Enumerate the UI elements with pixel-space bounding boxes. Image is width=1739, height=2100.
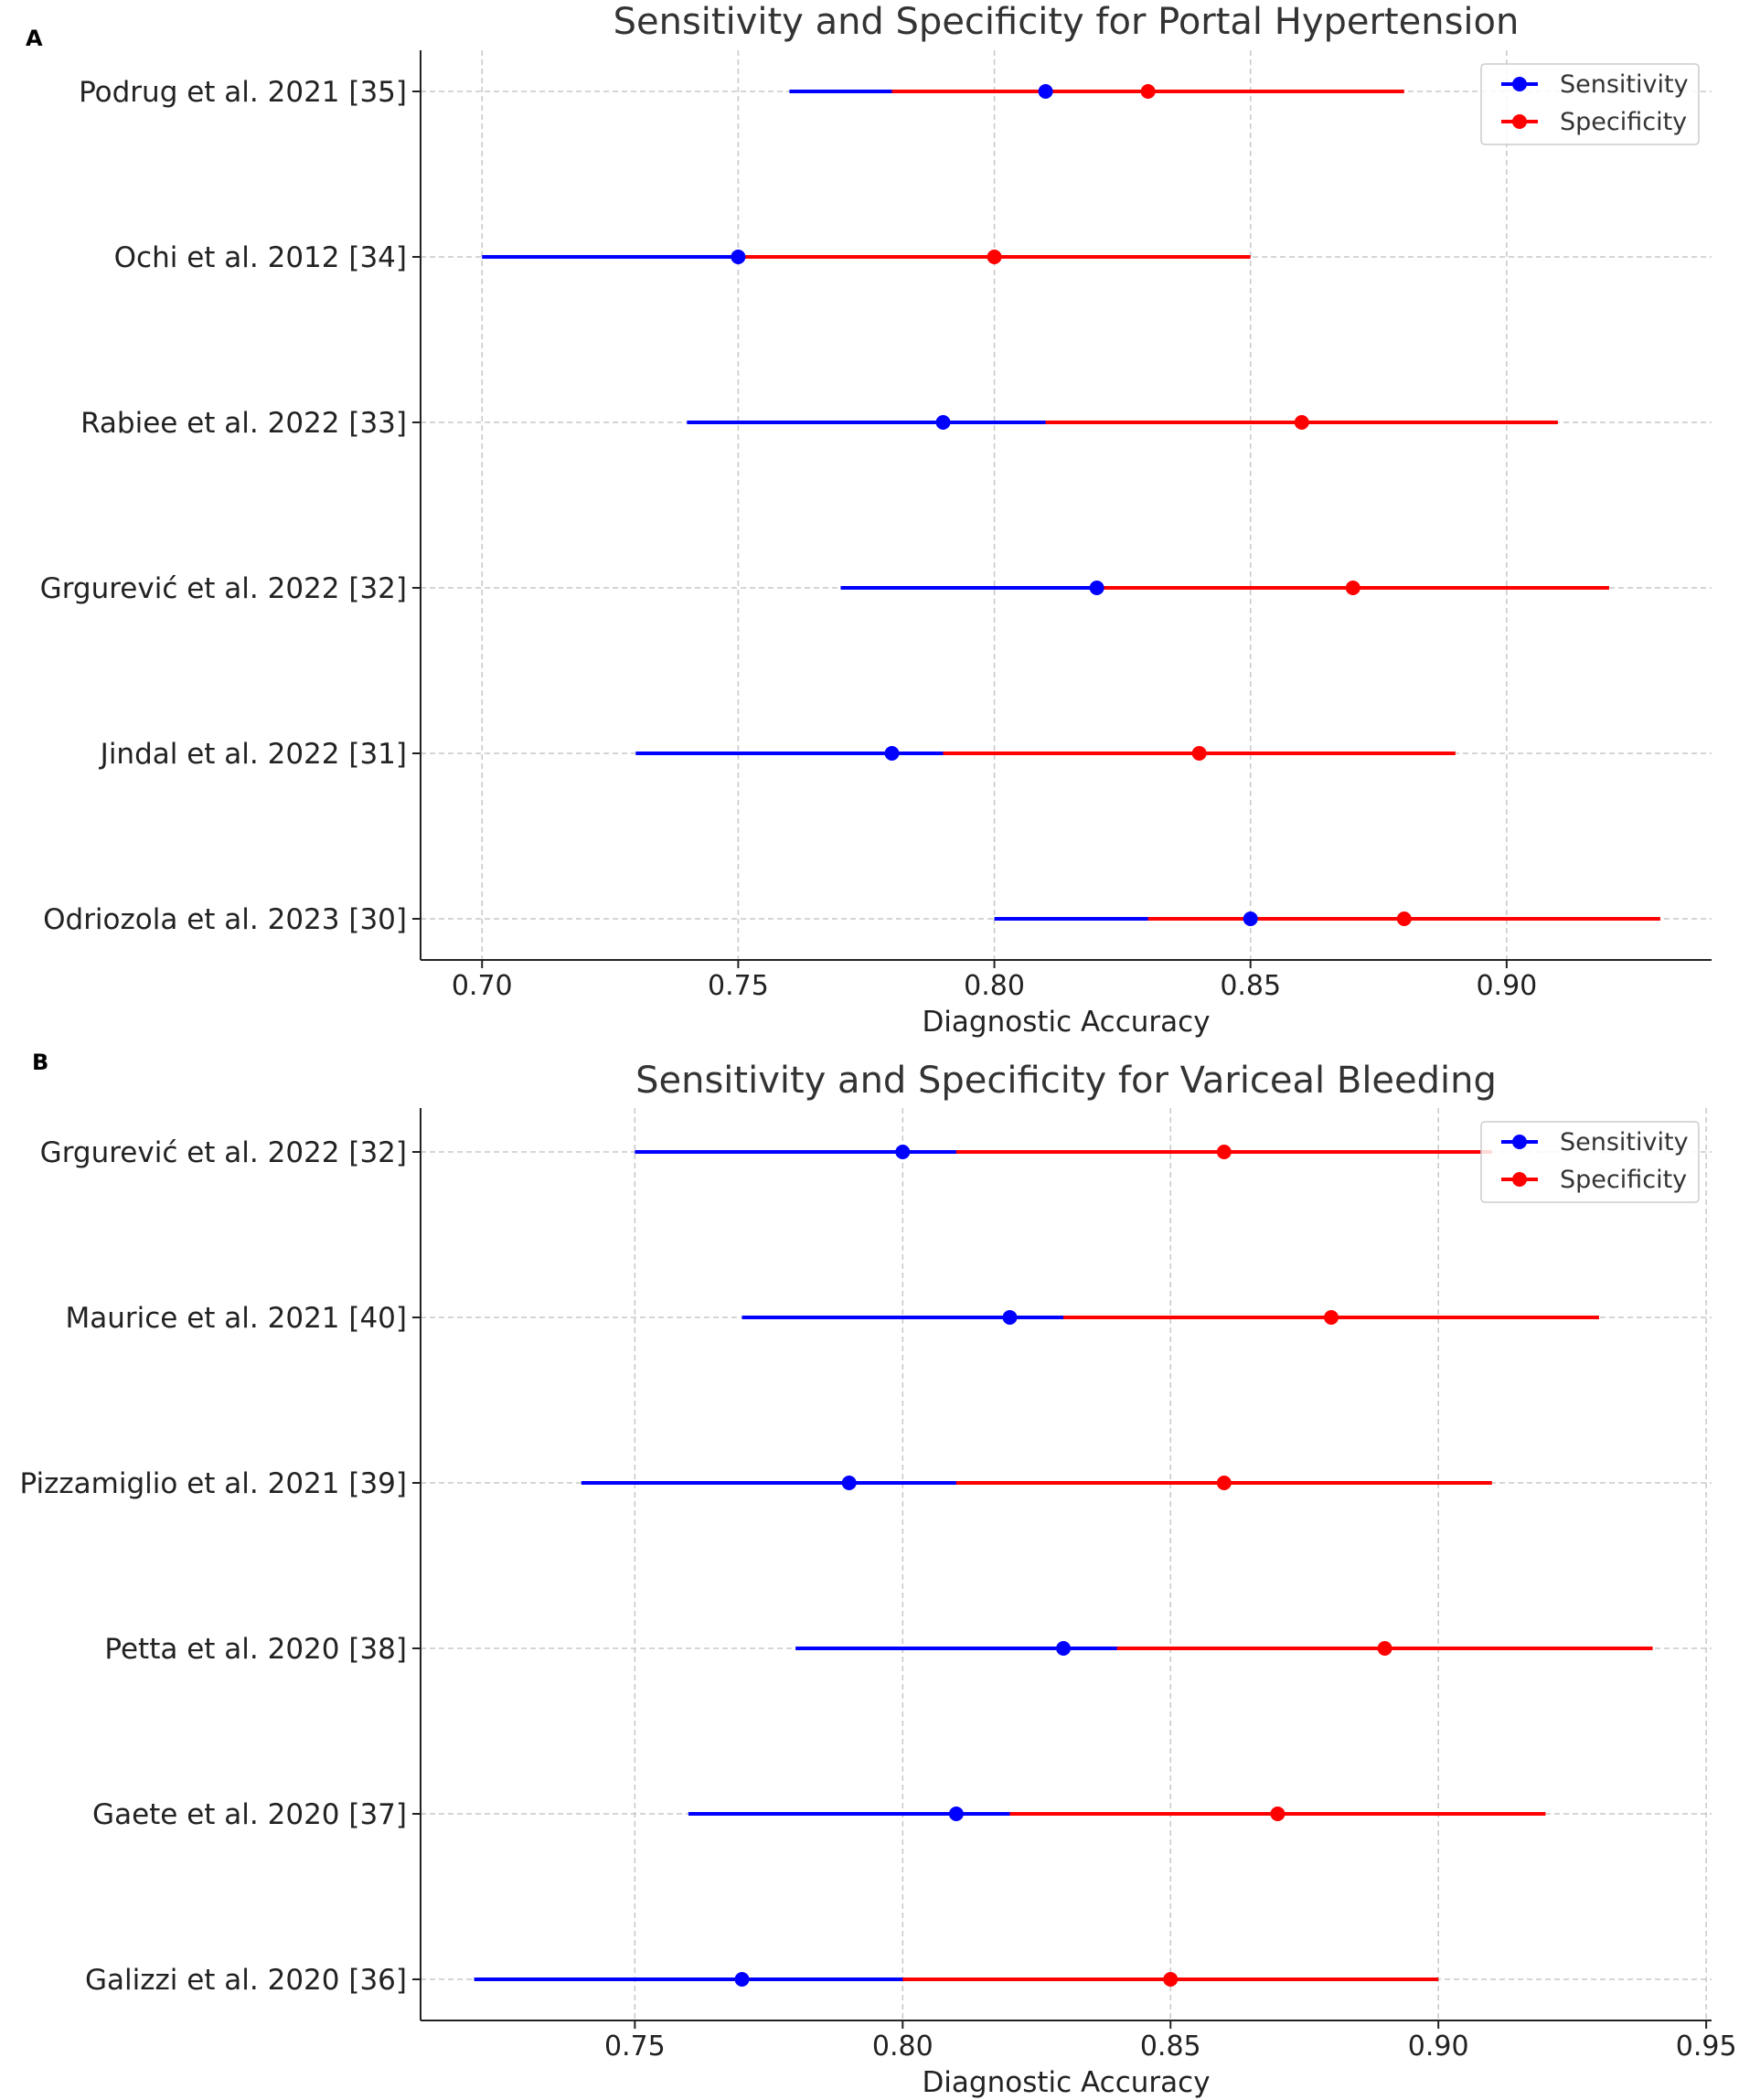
chart-title: Sensitivity and Specificity for Portal H… <box>613 1 1520 43</box>
y-tick-label: Podrug et al. 2021 [35] <box>79 76 407 109</box>
legend-label: Sensitivity <box>1560 70 1689 99</box>
y-tick-label: Grgurević et al. 2022 [32] <box>40 1136 407 1169</box>
legend: Sensitivity Specificity <box>1480 1121 1700 1203</box>
specificity-point <box>1216 1145 1232 1159</box>
legend-swatch-marker <box>1512 114 1527 129</box>
specificity-point <box>1163 1972 1179 1987</box>
sensitivity-point <box>895 1145 911 1159</box>
legend-swatch-marker <box>1512 1172 1527 1187</box>
specificity-point <box>1377 1641 1392 1656</box>
sensitivity-point <box>1002 1310 1018 1325</box>
y-tick-label: Gaete et al. 2020 [37] <box>92 1798 407 1831</box>
specificity-point <box>1396 911 1412 926</box>
legend-label: Sensitivity <box>1560 1128 1689 1157</box>
legend: Sensitivity Specificity <box>1480 63 1700 145</box>
panel-letter: B <box>32 1050 48 1075</box>
sensitivity-point <box>1243 911 1258 926</box>
legend-swatch-marker <box>1512 77 1527 91</box>
y-tick-label: Odriozola et al. 2023 [30] <box>43 903 407 936</box>
chart-title: Sensitivity and Specificity for Variceal… <box>635 1060 1497 1102</box>
specificity-point <box>1294 415 1309 430</box>
sensitivity-point <box>1089 581 1104 595</box>
y-tick-label: Rabiee et al. 2022 [33] <box>80 407 407 440</box>
legend-label: Specificity <box>1560 108 1687 136</box>
legend-label: Specificity <box>1560 1166 1687 1194</box>
x-tick-label: 0.80 <box>964 970 1025 1002</box>
specificity-point <box>1345 581 1360 595</box>
chart-panel-b: B Sensitivity and Specificity for Varicea… <box>20 1050 1737 2099</box>
sensitivity-point <box>841 1476 857 1490</box>
x-tick-label: 0.75 <box>708 970 769 1002</box>
y-tick-label: Grgurević et al. 2022 [32] <box>40 572 407 605</box>
y-tick-label: Maurice et al. 2021 [40] <box>66 1302 408 1335</box>
sensitivity-point <box>935 415 951 430</box>
x-axis-label: Diagnostic Accuracy <box>922 2066 1210 2099</box>
x-tick-label: 0.90 <box>1408 2031 1469 2063</box>
sensitivity-point <box>948 1807 964 1821</box>
y-tick-label: Pizzamiglio et al. 2021 [39] <box>20 1467 407 1500</box>
specificity-point <box>1270 1807 1286 1821</box>
x-tick-label: 0.95 <box>1676 2031 1737 2063</box>
x-tick-label: 0.80 <box>872 2031 934 2063</box>
sensitivity-point <box>1038 84 1053 99</box>
panel-letter: A <box>26 26 43 51</box>
x-tick-label: 0.75 <box>604 2031 666 2063</box>
y-tick-label: Galizzi et al. 2020 [36] <box>85 1964 407 1997</box>
specificity-point <box>987 250 1002 264</box>
sensitivity-point <box>731 250 746 264</box>
sensitivity-point <box>884 746 900 761</box>
y-tick-label: Ochi et al. 2012 [34] <box>114 241 407 274</box>
specificity-point <box>1324 1310 1339 1325</box>
y-tick-label: Jindal et al. 2022 [31] <box>99 738 407 771</box>
y-tick-label: Petta et al. 2020 [38] <box>104 1633 407 1666</box>
specificity-point <box>1216 1476 1232 1490</box>
x-tick-label: 0.90 <box>1476 970 1537 1002</box>
x-tick-label: 0.70 <box>452 970 513 1002</box>
chart-panel-a: A Sensitivity and Specificity for Portal … <box>26 1 1712 1039</box>
x-axis-label: Diagnostic Accuracy <box>922 1006 1210 1039</box>
specificity-point <box>1140 84 1156 99</box>
x-tick-label: 0.85 <box>1140 2031 1201 2063</box>
specificity-point <box>1191 746 1207 761</box>
sensitivity-point <box>734 1972 750 1987</box>
legend-swatch-marker <box>1512 1135 1527 1149</box>
sensitivity-point <box>1056 1641 1072 1656</box>
x-tick-label: 0.85 <box>1220 970 1281 1002</box>
